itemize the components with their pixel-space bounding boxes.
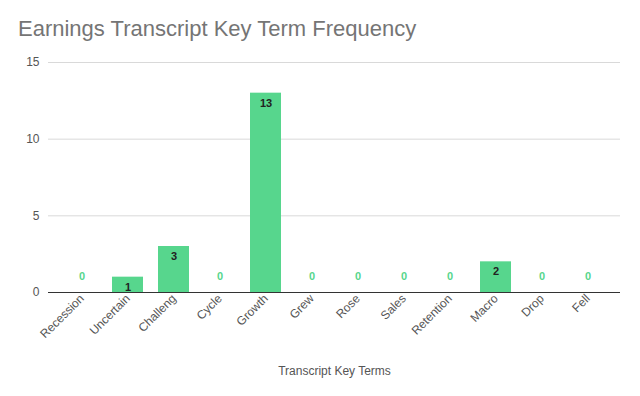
svg-text:10: 10	[26, 132, 40, 146]
svg-text:Grew: Grew	[287, 291, 317, 321]
svg-text:0: 0	[79, 270, 85, 282]
svg-text:Challeng: Challeng	[135, 291, 178, 334]
svg-text:Drop: Drop	[519, 291, 548, 320]
svg-text:Transcript Key Terms: Transcript Key Terms	[278, 364, 391, 378]
svg-text:Sales: Sales	[378, 291, 409, 322]
svg-text:0: 0	[33, 285, 40, 299]
svg-text:0: 0	[539, 270, 545, 282]
svg-text:0: 0	[309, 270, 315, 282]
svg-text:5: 5	[33, 209, 40, 223]
svg-text:Macro: Macro	[467, 291, 501, 325]
svg-text:1: 1	[125, 281, 131, 293]
svg-text:Recession: Recession	[37, 291, 87, 341]
svg-text:Uncertain: Uncertain	[87, 291, 133, 337]
svg-text:0: 0	[447, 270, 453, 282]
svg-text:15: 15	[26, 55, 40, 69]
svg-text:Fell: Fell	[569, 291, 593, 315]
svg-text:0: 0	[585, 270, 591, 282]
svg-text:Growth: Growth	[234, 291, 271, 328]
svg-text:Cycle: Cycle	[194, 291, 225, 322]
svg-text:0: 0	[401, 270, 407, 282]
svg-text:Retention: Retention	[409, 291, 455, 337]
svg-text:0: 0	[217, 270, 223, 282]
html-text:Earnings Transcript Key Term F: Earnings Transcript Key Term Frequency	[18, 16, 417, 41]
svg-text:Rose: Rose	[333, 291, 363, 321]
svg-text:13: 13	[260, 97, 272, 109]
svg-text:3: 3	[171, 250, 177, 262]
svg-text:2: 2	[493, 265, 499, 277]
svg-text:0: 0	[355, 270, 361, 282]
